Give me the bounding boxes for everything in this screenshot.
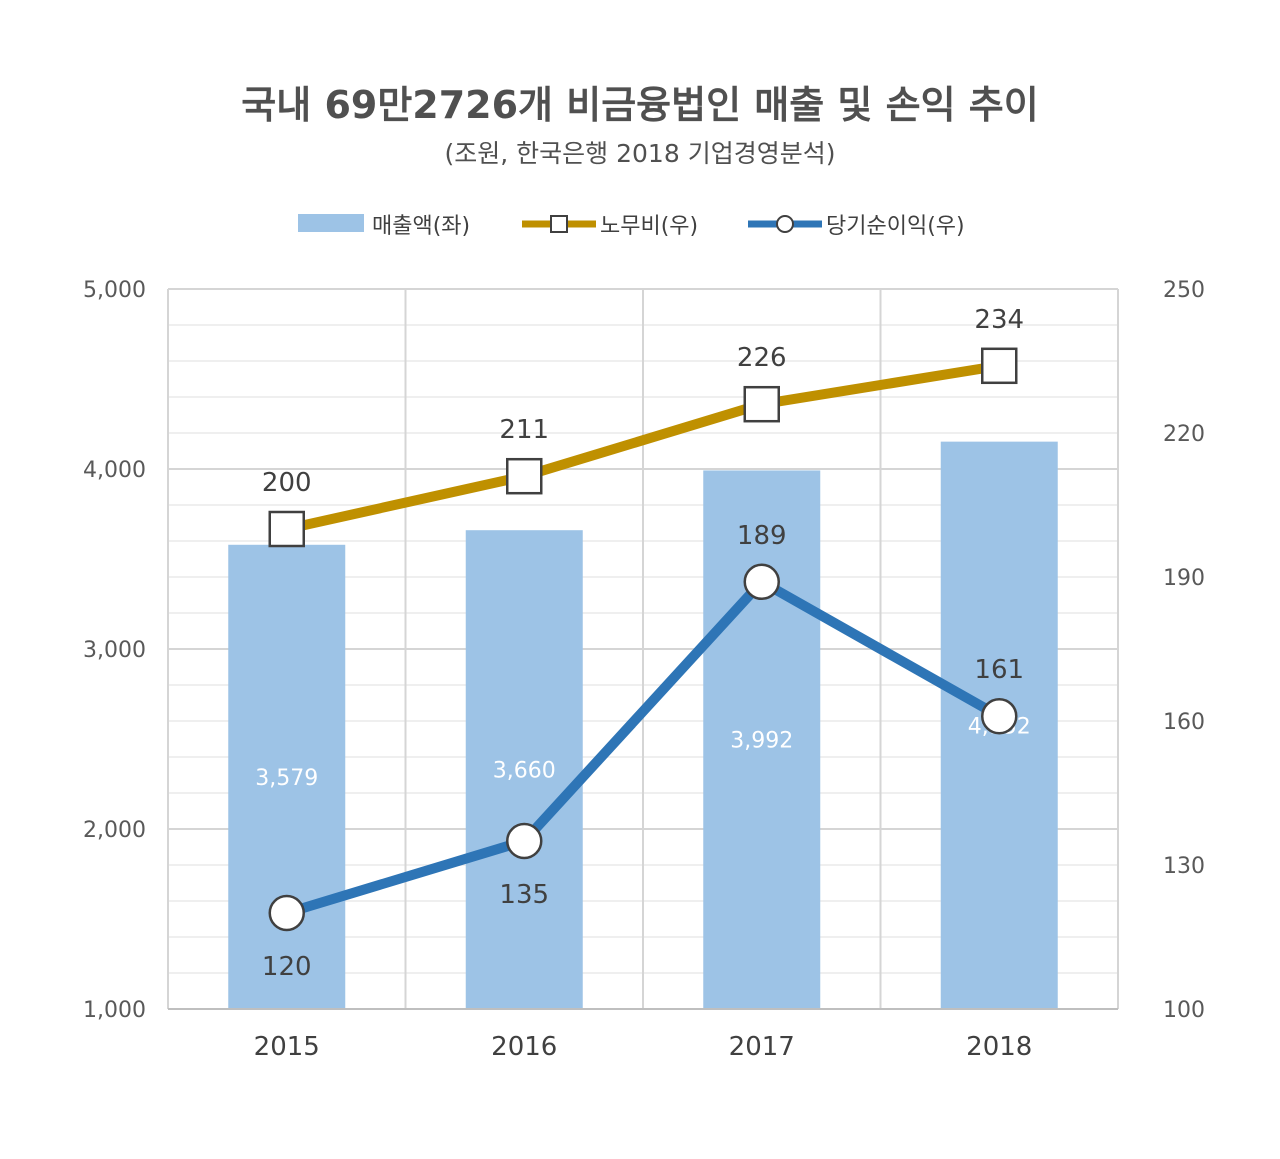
bar-label-sales: 3,660 <box>493 759 556 784</box>
legend-marker-labor <box>550 215 568 233</box>
bar-sales <box>465 530 583 1009</box>
x-tick-label: 2015 <box>254 1032 320 1062</box>
y-right-tick-label: 100 <box>1163 998 1205 1023</box>
y-left-tick-label: 3,000 <box>83 638 146 663</box>
net-income-data-label: 135 <box>499 880 549 910</box>
net-income-data-label: 120 <box>262 952 312 982</box>
y-right-tick-label: 220 <box>1163 422 1205 447</box>
bar-label-sales: 3,579 <box>255 766 318 791</box>
legend-label-sales: 매출액(좌) <box>372 214 470 239</box>
net-income-marker <box>268 894 305 932</box>
chart-subtitle: (조원, 한국은행 2018 기업경영분석) <box>445 139 836 168</box>
bar-sales <box>703 470 821 1009</box>
labor-cost-marker <box>506 457 543 495</box>
net-income-line <box>281 576 1005 918</box>
y-left-tick-label: 4,000 <box>83 458 146 483</box>
x-tick-label: 2016 <box>491 1032 557 1062</box>
y-right-tick-label: 130 <box>1163 854 1205 879</box>
bar-label-sales: 3,992 <box>730 729 793 754</box>
labor-cost-line <box>281 360 1005 534</box>
net-income-marker <box>981 697 1018 735</box>
labor-cost-marker <box>268 510 305 548</box>
y-left-tick-label: 2,000 <box>83 818 146 843</box>
net-income-marker <box>506 822 543 860</box>
labor-cost-data-label: 234 <box>974 305 1024 335</box>
labor-cost-data-label: 211 <box>499 415 549 445</box>
y-left-tick-label: 1,000 <box>83 998 146 1023</box>
net-income-data-label: 161 <box>974 655 1024 685</box>
bar-sales <box>228 544 346 1009</box>
legend-swatch-sales <box>298 214 364 232</box>
y-right-tick-label: 160 <box>1163 710 1205 735</box>
labor-cost-data-label: 226 <box>737 343 787 373</box>
labor-cost-marker <box>981 347 1018 385</box>
net-income-marker <box>743 563 780 601</box>
legend-label-net-income: 당기순이익(우) <box>826 214 965 239</box>
labor-cost-marker <box>743 385 780 423</box>
y-right-tick-label: 190 <box>1163 566 1205 591</box>
legend-marker-net-income <box>776 215 794 233</box>
y-right-tick-label: 250 <box>1163 278 1205 303</box>
legend-label-labor: 노무비(우) <box>600 214 698 239</box>
legend: 매출액(좌) 노무비(우) 당기순이익(우) <box>298 214 965 239</box>
chart-title: 국내 69만2726개 비금융법인 매출 및 손익 추이 <box>241 83 1038 127</box>
x-tick-label: 2018 <box>966 1032 1032 1062</box>
plot-area: 3,5793,6603,9924,15220152016201720181,00… <box>83 278 1205 1062</box>
net-income-data-label: 189 <box>737 521 787 551</box>
y-left-tick-label: 5,000 <box>83 278 146 303</box>
labor-cost-data-label: 200 <box>262 468 312 498</box>
x-tick-label: 2017 <box>729 1032 795 1062</box>
